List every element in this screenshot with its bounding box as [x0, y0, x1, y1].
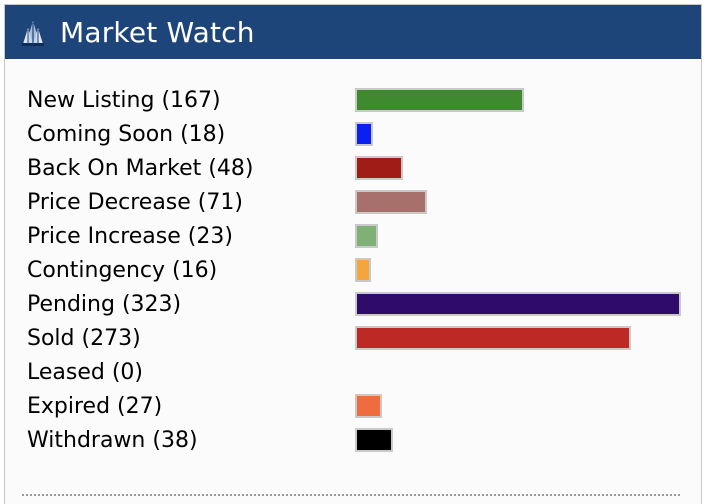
status-row-expired[interactable]: Expired (27) — [27, 389, 697, 423]
status-link-expired[interactable]: Expired (27) — [27, 393, 163, 419]
mls-logo-icon — [15, 14, 51, 50]
status-row-withdrawn[interactable]: Withdrawn (38) — [27, 423, 697, 457]
status-bar-back-on-market — [355, 156, 403, 180]
status-link-leased[interactable]: Leased (0) — [27, 359, 144, 385]
status-row-sold[interactable]: Sold (273) — [27, 321, 697, 355]
status-link-new-listing[interactable]: New Listing (167) — [27, 87, 221, 113]
status-row-contingency[interactable]: Contingency (16) — [27, 253, 697, 287]
status-bar-contingency — [355, 258, 371, 282]
status-link-pending[interactable]: Pending (323) — [27, 291, 182, 317]
status-row-back-on-market[interactable]: Back On Market (48) — [27, 151, 697, 185]
market-watch-widget: Market Watch New Listing (167) Coming Soo… — [4, 4, 702, 504]
status-bar-sold — [355, 326, 631, 350]
status-bar-new-listing — [355, 88, 524, 112]
status-link-price-decrease[interactable]: Price Decrease (71) — [27, 189, 243, 215]
status-bar-withdrawn — [355, 428, 393, 452]
widget-header: Market Watch — [5, 5, 701, 59]
status-bar-price-increase — [355, 224, 378, 248]
status-link-withdrawn[interactable]: Withdrawn (38) — [27, 427, 198, 453]
footer-divider — [22, 494, 680, 496]
status-row-new-listing[interactable]: New Listing (167) — [27, 83, 697, 117]
status-row-price-decrease[interactable]: Price Decrease (71) — [27, 185, 697, 219]
status-row-leased[interactable]: Leased (0) — [27, 355, 697, 389]
status-bar-expired — [355, 394, 382, 418]
widget-title: Market Watch — [60, 15, 255, 49]
status-list: New Listing (167) Coming Soon (18) Back On… — [27, 83, 697, 457]
status-link-sold[interactable]: Sold (273) — [27, 325, 141, 351]
status-bar-pending — [355, 292, 681, 316]
status-row-pending[interactable]: Pending (323) — [27, 287, 697, 321]
status-link-back-on-market[interactable]: Back On Market (48) — [27, 155, 254, 181]
status-bar-coming-soon — [355, 122, 373, 146]
status-row-coming-soon[interactable]: Coming Soon (18) — [27, 117, 697, 151]
status-link-price-increase[interactable]: Price Increase (23) — [27, 223, 233, 249]
status-link-contingency[interactable]: Contingency (16) — [27, 257, 218, 283]
status-row-price-increase[interactable]: Price Increase (23) — [27, 219, 697, 253]
status-bar-price-decrease — [355, 190, 427, 214]
status-link-coming-soon[interactable]: Coming Soon (18) — [27, 121, 226, 147]
